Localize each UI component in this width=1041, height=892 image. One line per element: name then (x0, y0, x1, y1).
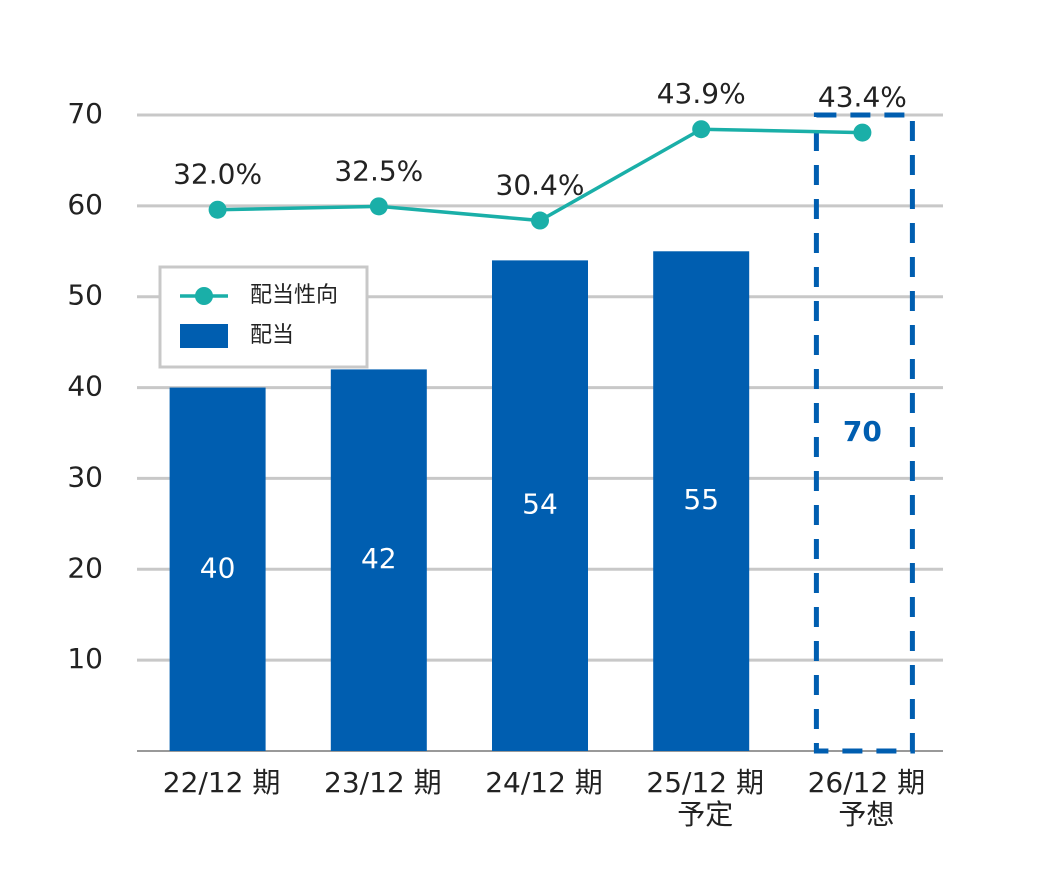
y-tick-label: 30 (67, 460, 103, 493)
y-tick-label: 50 (67, 279, 103, 312)
bar (653, 251, 750, 752)
data-label: 54 (522, 488, 558, 521)
bar (169, 387, 266, 751)
y-tick-label: 70 (67, 97, 103, 130)
y-tick-label: 40 (67, 370, 103, 403)
x-tick-label: 26/12 期予想 (808, 766, 926, 831)
legend-marker (195, 287, 213, 305)
line-point (369, 197, 388, 216)
data-label: 43.9% (657, 77, 746, 110)
legend-box (158, 265, 369, 369)
x-tick-label: 25/12 期予定 (646, 766, 764, 831)
data-label: 42 (361, 542, 397, 575)
y-tick-label: 10 (67, 642, 103, 675)
y-tick-label: 60 (67, 188, 103, 221)
data-label: 43.4% (818, 81, 907, 114)
line-point (208, 200, 227, 219)
data-label: 70 (843, 415, 882, 448)
data-label: 40 (200, 551, 236, 584)
data-label: 32.0% (173, 158, 262, 191)
legend-label: 配当 (250, 323, 294, 348)
bar (330, 369, 427, 751)
line-point (853, 123, 872, 142)
line-point (531, 211, 549, 230)
x-tick-label: 24/12 期 (485, 766, 603, 799)
x-tick-label: 23/12 期 (324, 766, 442, 799)
y-tick-label: 20 (67, 551, 103, 584)
bar (813, 112, 915, 754)
bar (492, 260, 588, 751)
legend-label: 配当性向 (250, 283, 338, 308)
x-tick-label: 22/12 期 (163, 766, 281, 799)
legend-swatch (180, 324, 228, 348)
line-point (692, 120, 711, 139)
data-label: 30.4% (496, 169, 585, 202)
data-label: 32.5% (334, 154, 423, 187)
data-label: 55 (683, 483, 719, 516)
